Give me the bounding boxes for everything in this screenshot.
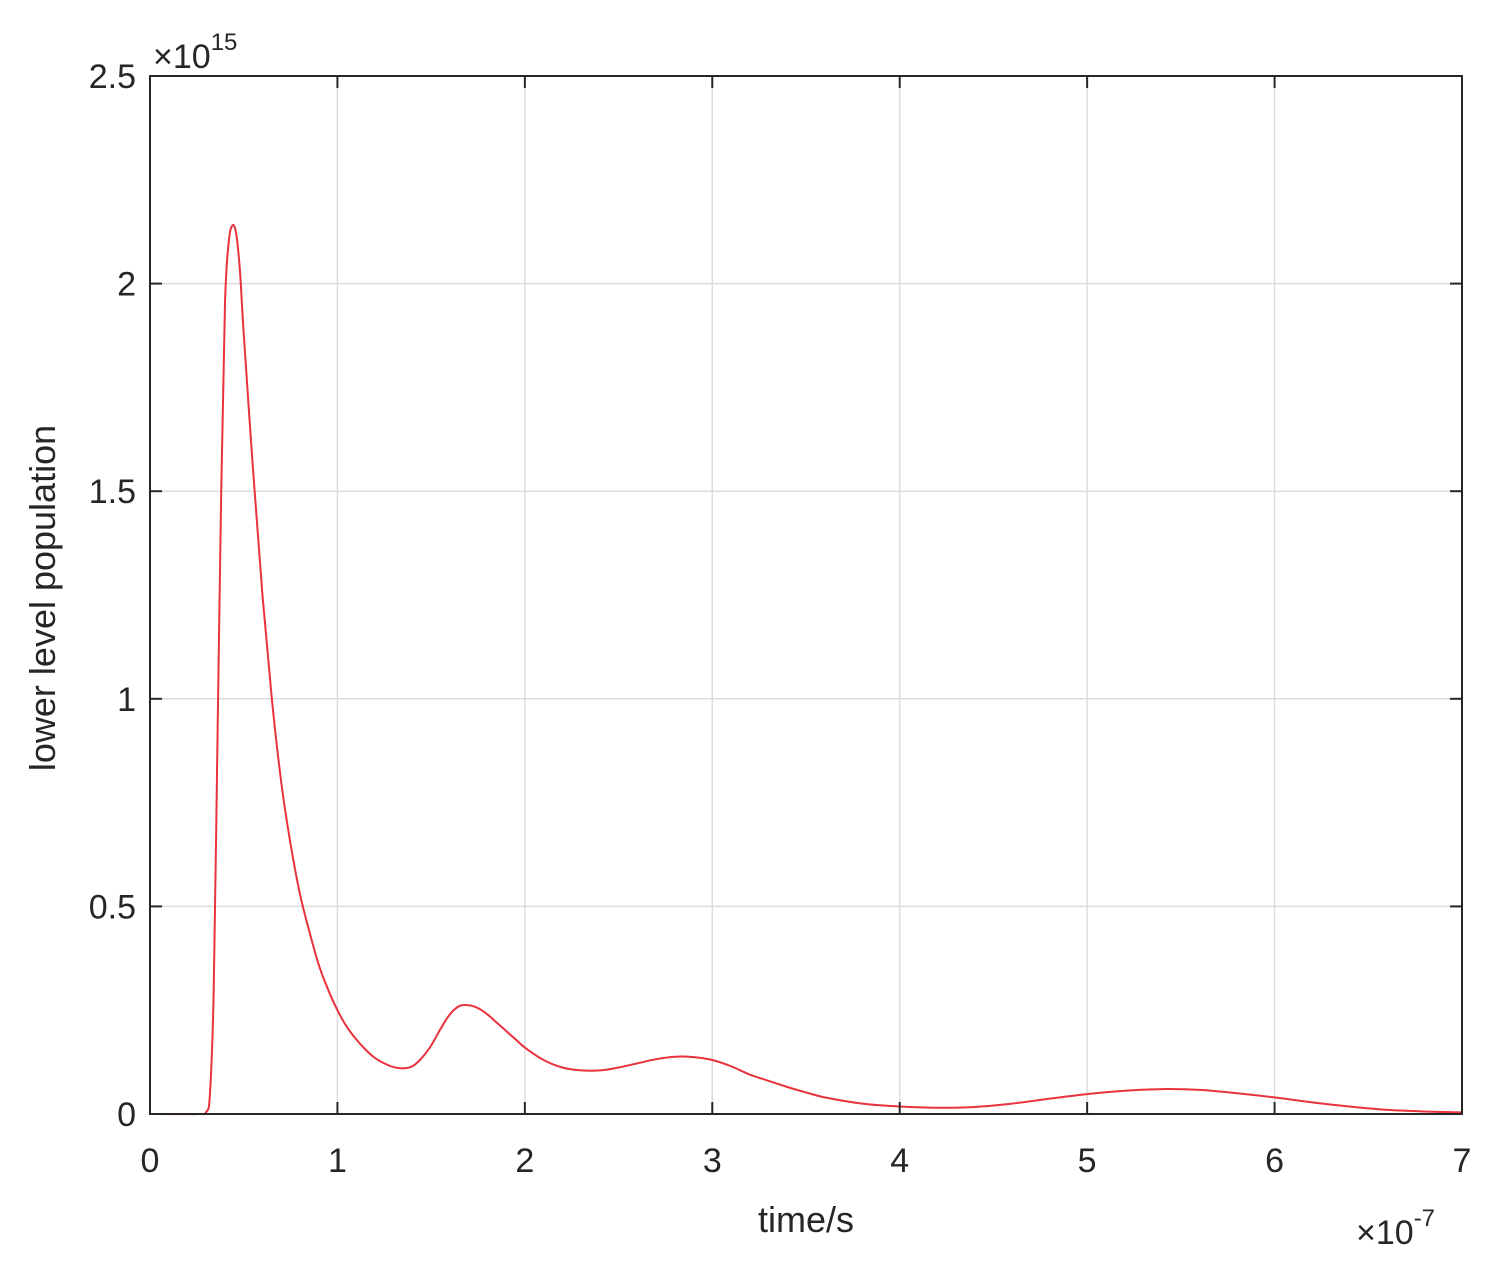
x-multiplier-base: ×10 xyxy=(1356,1214,1414,1252)
y-tick-label: 2 xyxy=(117,266,136,304)
y-tick-label: 1.5 xyxy=(89,473,136,511)
grid-lines xyxy=(150,76,1462,1114)
x-multiplier: ×10-7 xyxy=(1356,1205,1435,1252)
x-tick-label: 1 xyxy=(328,1142,347,1180)
y-multiplier-base: ×10 xyxy=(153,38,211,76)
y-tick-label: 2.5 xyxy=(89,58,136,96)
x-tick-label: 5 xyxy=(1078,1142,1097,1180)
axes xyxy=(149,75,1463,1115)
x-multiplier-exponent: -7 xyxy=(1414,1205,1435,1232)
x-tick-label: 2 xyxy=(515,1142,534,1180)
x-tick-label: 3 xyxy=(703,1142,722,1180)
plot-frame xyxy=(149,75,1463,1115)
y-axis-label: lower level population xyxy=(22,425,63,771)
series-line xyxy=(149,224,1463,1116)
tick-labels: 0 1 2 3 4 5 6 7 0 0.5 1 1.5 2 2.5 xyxy=(89,58,1472,1180)
x-tick-label: 6 xyxy=(1265,1142,1284,1180)
y-tick-label: 0.5 xyxy=(89,888,136,926)
y-multiplier-exponent: 15 xyxy=(211,29,238,56)
y-tick-label: 1 xyxy=(117,681,136,719)
x-tick-label: 7 xyxy=(1453,1142,1472,1180)
x-tick-label: 4 xyxy=(890,1142,909,1180)
series-layer xyxy=(149,224,1463,1116)
x-tick-label: 0 xyxy=(141,1142,160,1180)
y-multiplier: ×1015 xyxy=(153,29,237,76)
y-tick-label: 0 xyxy=(117,1096,136,1134)
x-axis-label: time/s xyxy=(758,1199,854,1240)
